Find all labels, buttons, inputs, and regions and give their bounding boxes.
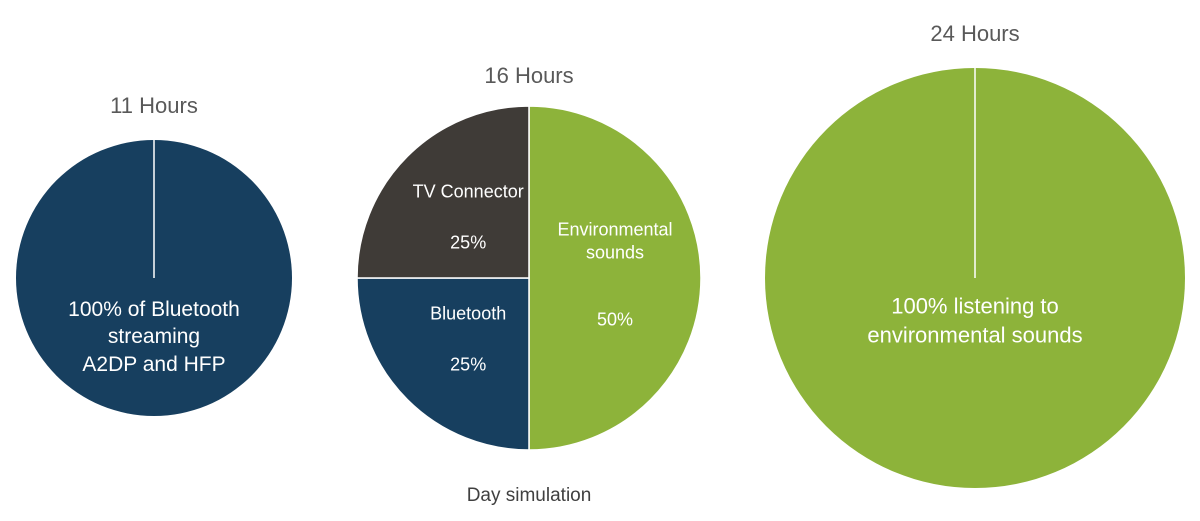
caption: Day simulation xyxy=(466,485,592,506)
pie-title: 24 Hours xyxy=(930,21,1020,46)
slice-label: Bluetooth xyxy=(430,303,507,324)
pie-title: 16 Hours xyxy=(484,63,574,88)
value-label: 25% xyxy=(450,354,487,375)
slice-label: 100% listening to environmental sounds xyxy=(867,293,1083,347)
slice-label: TV Connector xyxy=(412,181,524,202)
slice-label: 100% of Bluetooth streaming A2DP and HFP xyxy=(68,298,240,376)
value-label: 25% xyxy=(450,232,487,253)
pie-slice xyxy=(356,277,530,451)
pie-slice xyxy=(356,105,530,279)
value-label: 50% xyxy=(596,309,634,330)
pie-title: 11 Hours xyxy=(110,93,198,118)
pie-slice xyxy=(528,105,702,451)
slice-label: Environmental sounds xyxy=(557,219,673,263)
